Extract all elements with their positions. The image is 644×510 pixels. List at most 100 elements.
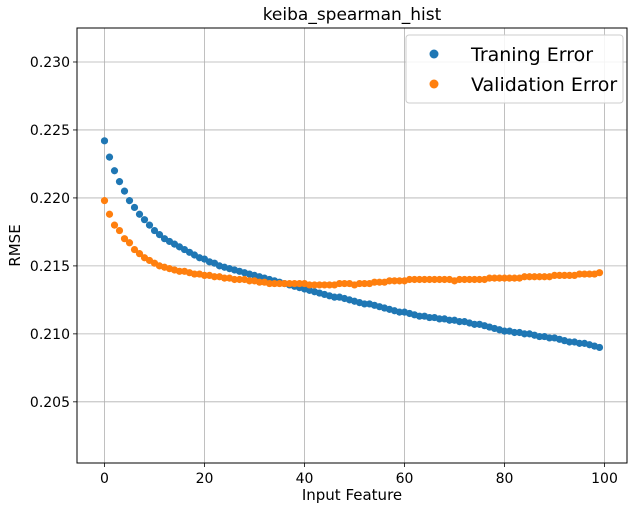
training-error-point [415,312,424,320]
validation-error-point [325,281,334,289]
training-error-point [520,330,529,338]
validation-error-point [420,275,429,284]
legend: Traning Error Validation Error [405,34,624,104]
training-error-point [130,203,139,212]
validation-error-point [210,273,219,281]
validation-error-point [425,275,434,284]
validation-error-point [500,274,509,282]
training-error-point [425,313,434,322]
validation-error-point [235,275,244,284]
validation-error-point [560,271,569,280]
validation-error-point [310,281,319,289]
training-error-point [575,339,584,347]
x-tick-label: 20 [196,471,214,487]
validation-error-point [410,275,419,284]
validation-error-point [390,277,399,285]
training-error-point [455,318,464,326]
validation-error-point [290,279,299,288]
training-error-point [150,226,159,235]
training-error-point [565,338,574,346]
validation-error-point [280,279,289,288]
validation-error-point [335,279,344,288]
validation-error-point [550,271,559,280]
validation-error-point [375,278,384,286]
training-error-point [155,231,164,239]
validation-error-point [200,271,209,280]
y-tick-label: 0.215 [30,259,70,275]
x-tick-label: 40 [296,471,314,487]
training-error-point [110,167,119,175]
validation-error-point [485,274,494,282]
ticks-layer: 0 20 40 60 80 100 0.205 0.210 0.215 0.220 0.225 0.2… [30,55,618,487]
legend-box [405,34,624,104]
validation-error-point [125,239,134,247]
validation-error-point [270,279,279,288]
validation-error-point [415,275,424,284]
validation-error-point [230,275,239,284]
training-error-point [595,343,604,352]
x-tick-label: 60 [396,471,414,487]
validation-error-point [275,279,284,288]
validation-error-point [220,274,229,282]
validation-error-point [540,273,549,281]
validation-error-point [315,281,324,289]
legend-marker-validation [429,79,439,89]
training-error-point [100,137,109,145]
validation-error-point [100,197,109,205]
training-error-point [510,328,519,337]
x-tick-label: 0 [100,471,109,487]
validation-error-point [575,270,584,278]
validation-error-point [460,275,469,284]
legend-marker-training [429,49,439,59]
validation-error-point [525,273,534,281]
validation-error-point [495,274,504,282]
y-tick-label: 0.205 [30,395,70,411]
y-tick-label: 0.225 [30,123,70,139]
validation-error-point [585,270,594,278]
validation-error-point [105,210,114,218]
x-tick-label: 100 [591,471,618,487]
y-axis-title: RMSE [6,224,24,266]
validation-error-point [295,279,304,288]
training-error-point [145,221,154,229]
training-error-point [140,216,149,224]
validation-error-point [245,277,254,285]
validation-error-point [285,279,294,288]
validation-error-point [505,274,514,282]
validation-error-point [395,277,404,285]
validation-error-point [430,275,439,284]
training-error-point [105,153,114,161]
training-error-point [330,293,339,301]
training-error-point [470,320,479,328]
y-tick-label: 0.230 [30,55,70,71]
validation-error-point [490,274,499,282]
validation-error-point [565,271,574,280]
training-error-point [545,334,554,342]
legend-label-validation: Validation Error [471,74,617,96]
y-tick-label: 0.220 [30,191,70,207]
validation-error-point [455,275,464,284]
validation-error-point [580,270,589,278]
validation-error-point [405,275,414,284]
training-error-point [500,327,509,335]
validation-error-point [475,275,484,284]
chart-title: keiba_spearman_hist [263,5,442,25]
training-error-point [445,316,454,324]
validation-error-point [465,275,474,284]
validation-error-point [360,279,369,288]
validation-error-point [440,275,449,284]
validation-error-point [255,278,264,286]
validation-error-point [435,275,444,284]
validation-error-point [320,281,329,289]
validation-error-point [115,226,124,235]
training-error-point [120,187,129,195]
validation-error-point [510,274,519,282]
validation-error-point [385,277,394,285]
validation-error-point [135,250,144,258]
training-error-point [125,197,134,205]
validation-error-point [120,235,129,243]
training-error-point [435,315,444,323]
training-error-point [115,178,124,186]
validation-error-point [520,273,529,281]
